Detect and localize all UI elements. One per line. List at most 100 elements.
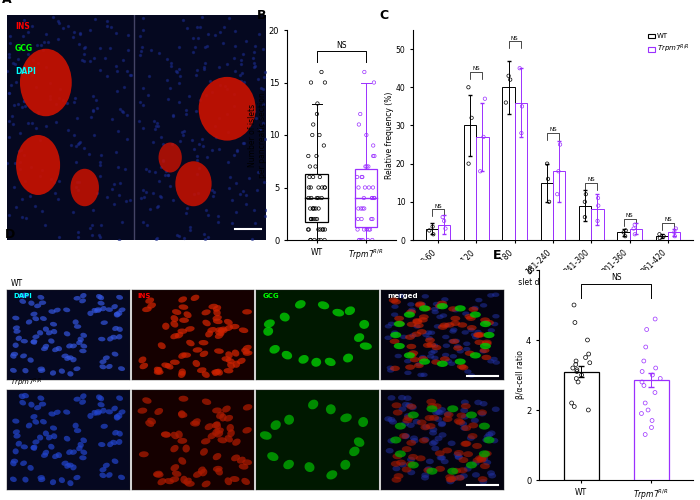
Ellipse shape [477,457,486,463]
Text: E: E [493,248,501,262]
Point [142,91,153,99]
Bar [514,102,527,240]
Ellipse shape [96,294,102,299]
Point [230,42,241,50]
Ellipse shape [419,438,428,444]
Point [37,46,48,54]
Ellipse shape [48,338,55,344]
Ellipse shape [204,423,214,430]
Point [503,72,514,80]
Point [224,14,235,22]
Point [517,102,528,110]
Ellipse shape [391,332,398,337]
Ellipse shape [421,424,430,430]
Point [113,126,124,134]
Point [369,194,380,202]
Ellipse shape [480,349,486,354]
Point [121,134,132,142]
Point [33,60,44,68]
Ellipse shape [20,299,26,304]
Point [22,50,33,58]
Ellipse shape [385,324,392,328]
Point [620,226,631,234]
Ellipse shape [435,436,442,441]
Point [101,192,112,200]
Point [213,212,224,220]
Point [307,173,318,181]
Ellipse shape [475,455,485,461]
Point [351,173,363,181]
Ellipse shape [98,295,104,300]
Ellipse shape [31,444,37,450]
Ellipse shape [76,446,83,451]
Ellipse shape [455,305,466,312]
Ellipse shape [43,430,49,436]
Ellipse shape [22,292,29,298]
Ellipse shape [59,477,65,483]
Point [647,416,658,424]
Point [313,194,324,202]
Ellipse shape [171,432,178,440]
Point [641,326,652,334]
Point [193,164,204,172]
Ellipse shape [221,356,231,362]
Ellipse shape [26,320,32,324]
Ellipse shape [38,300,46,305]
Point [39,221,50,229]
Ellipse shape [407,352,416,358]
Point [251,114,262,122]
Point [568,301,580,309]
Ellipse shape [280,312,290,322]
Ellipse shape [393,454,402,460]
Point [149,126,160,134]
Ellipse shape [457,364,467,369]
Point [172,68,183,76]
Point [41,30,52,38]
Ellipse shape [116,413,122,418]
Point [629,230,641,238]
Point [650,315,661,323]
Point [45,79,56,87]
Point [4,54,15,62]
Point [646,424,657,432]
Ellipse shape [358,417,368,427]
Ellipse shape [170,360,180,365]
Ellipse shape [488,473,496,478]
Point [357,204,368,212]
Ellipse shape [470,352,481,358]
Ellipse shape [199,350,208,357]
Point [640,430,651,438]
Ellipse shape [460,473,468,478]
Ellipse shape [112,352,118,356]
Point [18,62,29,70]
Ellipse shape [391,312,398,317]
Point [259,212,270,220]
Ellipse shape [20,400,26,406]
Point [125,71,136,79]
Ellipse shape [80,344,88,348]
Ellipse shape [458,457,468,463]
Point [122,46,133,54]
Ellipse shape [213,453,221,460]
Ellipse shape [20,444,28,450]
Point [135,51,146,59]
Ellipse shape [213,318,223,324]
Point [145,205,156,213]
Ellipse shape [416,420,426,426]
Point [366,194,377,202]
Ellipse shape [442,334,449,339]
Ellipse shape [41,452,48,458]
Ellipse shape [434,324,441,328]
Ellipse shape [164,478,174,484]
Ellipse shape [13,448,19,454]
Point [315,236,326,244]
Ellipse shape [147,302,156,308]
Text: DAPI: DAPI [13,292,32,298]
Ellipse shape [407,302,414,306]
Ellipse shape [466,412,477,418]
Ellipse shape [216,412,225,419]
Point [74,30,85,38]
Point [53,94,64,102]
Ellipse shape [480,343,491,349]
Point [70,94,81,102]
